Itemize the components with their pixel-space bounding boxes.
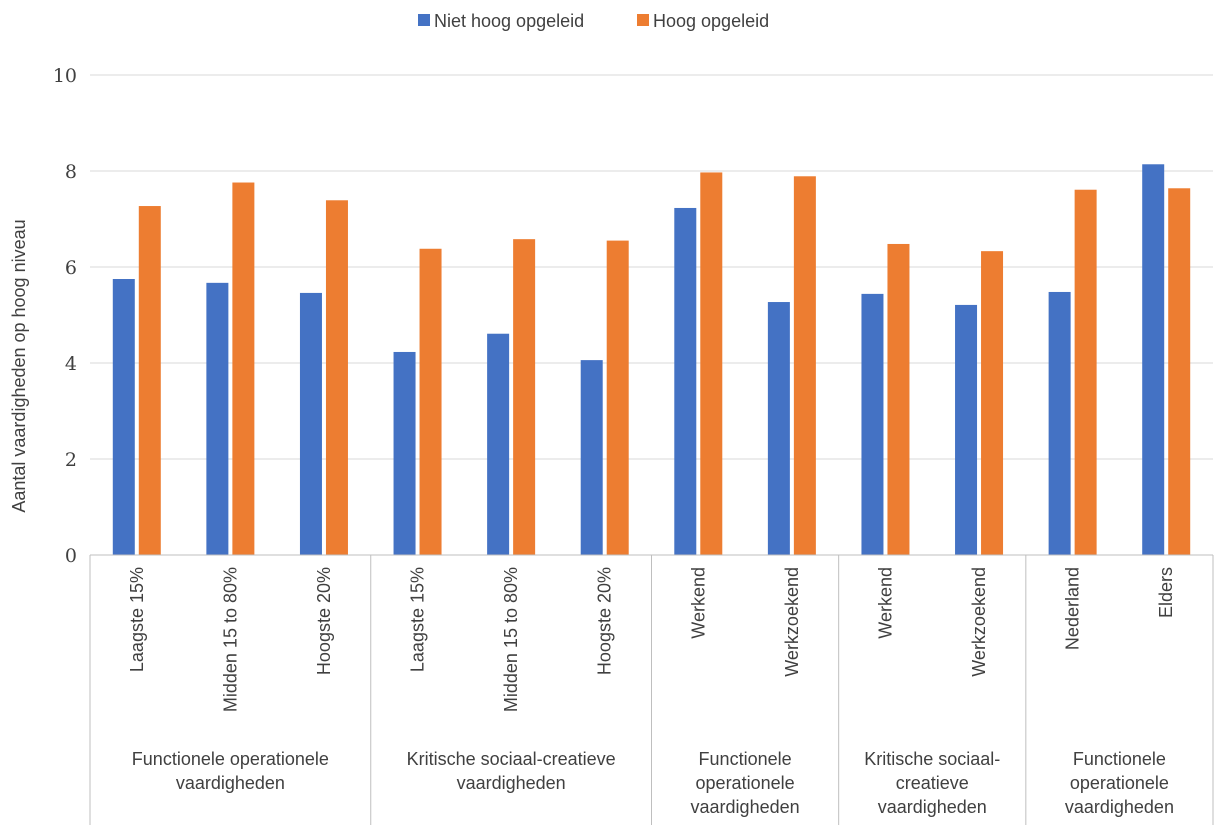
bar-niet-hoog-opgeleid-7 — [767, 302, 790, 555]
bar-hoog-opgeleid-8 — [887, 243, 910, 555]
y-tick-label-6: 6 — [65, 257, 77, 279]
bar-hoog-opgeleid-0 — [138, 206, 161, 556]
bar-hoog-opgeleid-6 — [700, 172, 723, 555]
bar-hoog-opgeleid-9 — [981, 251, 1004, 555]
group-label-0-line-0: Functionele operationele — [132, 749, 329, 769]
bar-niet-hoog-opgeleid-10 — [1048, 291, 1071, 555]
group-label-3-line-0: Kritische sociaal- — [864, 749, 1000, 769]
x-axis: Laagste 15% Midden 15 to 80% Hoogste 20% La… — [89, 554, 1214, 825]
bar-niet-hoog-opgeleid-0 — [112, 279, 135, 555]
bar-hoog-opgeleid-3 — [419, 248, 442, 555]
group-label-4-line-0: Functionele — [1073, 749, 1166, 769]
group-label-3-line-1: creatieve — [896, 773, 969, 793]
bar-hoog-opgeleid-11 — [1168, 188, 1191, 555]
legend: Niet hoog opgeleid Hoog opgeleid — [418, 11, 769, 31]
bar-niet-hoog-opgeleid-3 — [393, 351, 416, 555]
y-tick-label-4: 4 — [65, 353, 77, 375]
group-label-2-line-0: Functionele — [699, 749, 792, 769]
bar-niet-hoog-opgeleid-4 — [487, 333, 510, 555]
y-axis-ticks: 0 2 4 6 8 10 — [53, 65, 77, 567]
group-label-0-line-1: vaardigheden — [176, 773, 285, 793]
x-tick-label-3: Laagste 15% — [408, 567, 428, 672]
bar-hoog-opgeleid-10 — [1074, 189, 1097, 555]
bar-niet-hoog-opgeleid-9 — [955, 304, 978, 555]
bar-niet-hoog-opgeleid-2 — [299, 292, 322, 555]
y-tick-label-8: 8 — [65, 161, 77, 183]
bar-hoog-opgeleid-5 — [606, 240, 629, 555]
bar-niet-hoog-opgeleid-6 — [674, 207, 697, 555]
x-tick-label-10: Nederland — [1063, 567, 1083, 650]
bar-hoog-opgeleid-4 — [513, 239, 536, 555]
x-tick-label-6: Werkend — [688, 567, 708, 639]
y-tick-label-2: 2 — [65, 449, 77, 471]
bars — [112, 164, 1191, 556]
x-tick-label-4: Midden 15 to 80% — [501, 567, 521, 712]
x-tick-label-8: Werkend — [875, 567, 895, 639]
legend-swatch-hoog-opgeleid — [637, 14, 649, 26]
group-label-2-line-2: vaardigheden — [691, 797, 800, 817]
group-label-1-line-0: Kritische sociaal-creatieve — [407, 749, 616, 769]
bar-niet-hoog-opgeleid-8 — [861, 293, 884, 555]
x-tick-label-0: Laagste 15% — [127, 567, 147, 672]
group-label-4-line-2: vaardigheden — [1065, 797, 1174, 817]
x-tick-label-1: Midden 15 to 80% — [220, 567, 240, 712]
legend-swatch-niet-hoog-opgeleid — [418, 14, 430, 26]
y-axis-title: Aantal vaardigheden op hoog niveau — [9, 219, 29, 512]
bar-hoog-opgeleid-1 — [232, 182, 255, 555]
x-tick-label-7: Werkzoekend — [782, 567, 802, 677]
bar-hoog-opgeleid-2 — [325, 200, 348, 555]
y-tick-label-0: 0 — [65, 545, 77, 567]
bar-hoog-opgeleid-7 — [793, 176, 816, 555]
bar-niet-hoog-opgeleid-1 — [206, 282, 229, 555]
group-label-1-line-1: vaardigheden — [457, 773, 566, 793]
group-label-2-line-1: operationele — [696, 773, 795, 793]
y-tick-label-10: 10 — [53, 65, 77, 87]
group-label-4-line-1: operationele — [1070, 773, 1169, 793]
gridlines — [90, 74, 1213, 460]
x-tick-label-9: Werkzoekend — [969, 567, 989, 677]
x-tick-label-5: Hoogste 20% — [595, 567, 615, 675]
group-label-3-line-2: vaardigheden — [878, 797, 987, 817]
x-tick-label-2: Hoogste 20% — [314, 567, 334, 675]
legend-label-hoog-opgeleid: Hoog opgeleid — [653, 11, 769, 31]
bar-niet-hoog-opgeleid-5 — [580, 360, 603, 555]
bar-niet-hoog-opgeleid-11 — [1142, 164, 1165, 555]
x-tick-label-11: Elders — [1156, 567, 1176, 618]
legend-label-niet-hoog-opgeleid: Niet hoog opgeleid — [434, 11, 584, 31]
